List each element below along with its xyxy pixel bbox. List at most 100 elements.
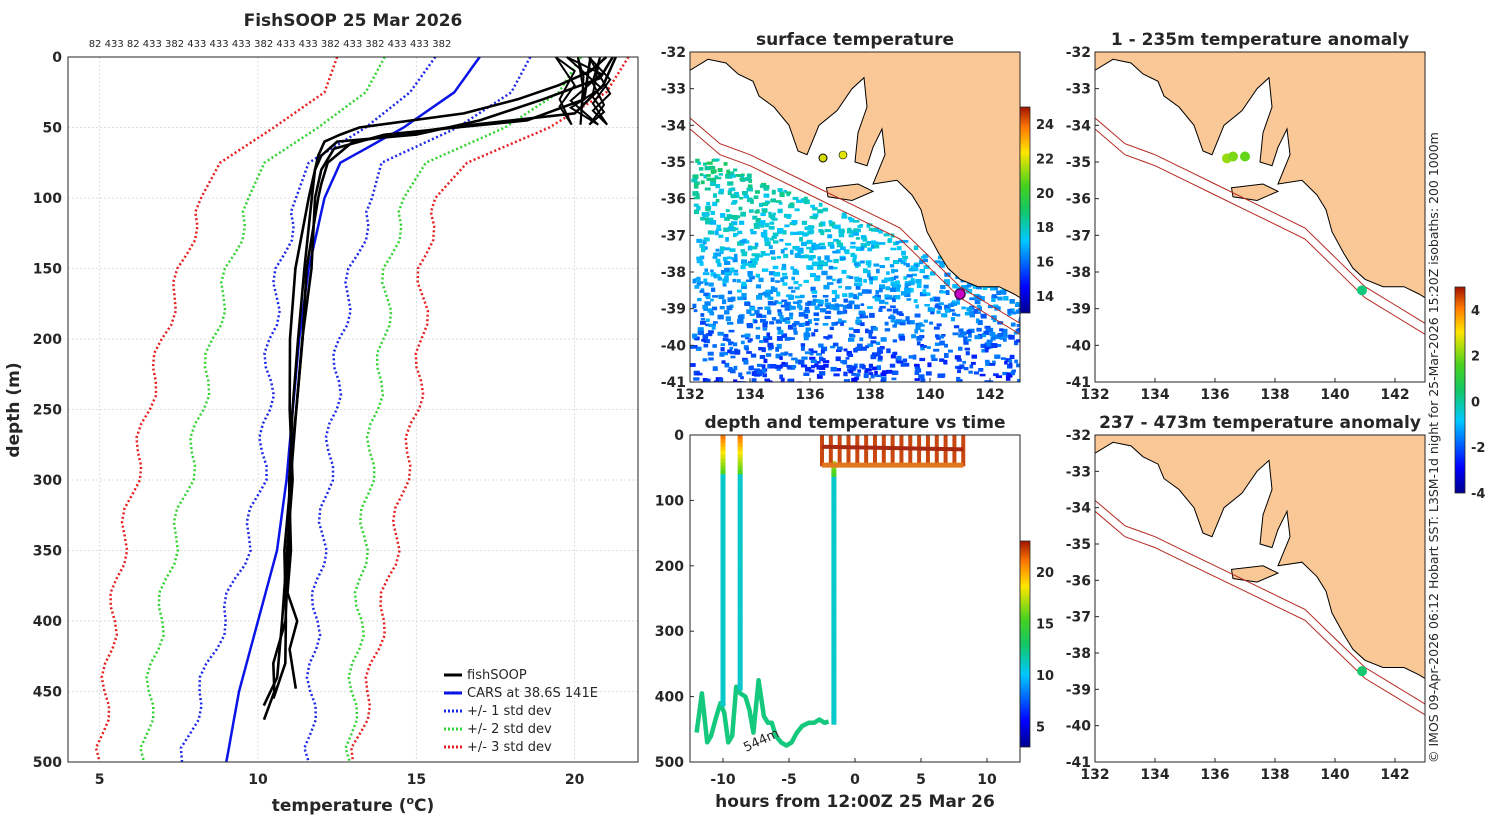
sst-pixel xyxy=(941,313,948,318)
sst-pixel xyxy=(732,257,738,263)
sst-pixel xyxy=(763,320,768,325)
sst-pixel xyxy=(809,215,814,219)
sst-pixel xyxy=(768,211,772,215)
sst-pixel xyxy=(691,178,698,183)
sst-pixel xyxy=(891,377,897,381)
anomaly-deep-frame xyxy=(1094,434,1426,763)
sst-pixel xyxy=(727,321,734,325)
sst-pixel xyxy=(1004,360,1008,365)
sst-pixel xyxy=(794,245,800,251)
sst-pixel xyxy=(812,298,817,302)
sst-pixel xyxy=(757,306,763,310)
sst-pixel xyxy=(798,312,805,317)
sst-pixel xyxy=(992,318,997,323)
sst-pixel xyxy=(989,363,995,366)
sst-pixel xyxy=(740,211,746,217)
sst-pixel xyxy=(730,194,737,198)
sst-pixel xyxy=(737,319,744,324)
sst-pixel xyxy=(703,174,708,179)
y-tick-label: 100 xyxy=(655,493,684,509)
sst-pixel xyxy=(742,191,748,196)
sst-pixel xyxy=(708,330,714,334)
isobath-1000m xyxy=(1095,510,1425,716)
sst-pixel xyxy=(906,320,911,325)
sst-pixel xyxy=(975,295,982,299)
sst-pixel xyxy=(791,220,798,225)
sst-probe-marker xyxy=(838,150,848,160)
sst-pixel xyxy=(824,298,829,303)
x-tick-label: 134 xyxy=(1140,387,1169,403)
sst-pixel xyxy=(747,339,752,343)
sst-pixel xyxy=(810,286,816,292)
sst-pixel xyxy=(780,249,785,254)
sst-pixel xyxy=(776,326,782,331)
sst-pixel xyxy=(774,300,779,304)
sst-pixel xyxy=(802,322,807,326)
sst-pixel xyxy=(781,299,788,303)
sst-pixel xyxy=(800,343,806,347)
sst-pixel xyxy=(787,324,794,330)
anomaly-point xyxy=(1357,666,1367,677)
sst-land xyxy=(690,52,1020,299)
surface-tow-line xyxy=(821,444,964,452)
profile-frame xyxy=(67,56,639,763)
sst-pixel xyxy=(715,198,720,203)
sst-pixel xyxy=(824,255,830,261)
sst-pixel xyxy=(890,305,896,308)
sst-pixel xyxy=(791,357,798,361)
sst-pixel xyxy=(733,365,738,371)
x-tick-label: 132 xyxy=(1080,767,1109,783)
sst-pixel xyxy=(873,263,880,267)
sst-pixel xyxy=(886,271,890,275)
sst-pixel xyxy=(934,342,940,346)
sst-pixel xyxy=(867,306,873,310)
sst-pixel xyxy=(809,249,814,253)
sst-pixel xyxy=(803,309,810,314)
sst-pixel xyxy=(777,188,783,193)
y-tick-label: 50 xyxy=(43,121,63,137)
sst-pixel xyxy=(834,224,841,230)
y-tick-label: -36 xyxy=(1066,573,1091,589)
sst-pixel xyxy=(767,309,772,315)
sst-pixel xyxy=(965,351,970,356)
x-tick-label: 136 xyxy=(1200,767,1229,783)
depth-time-traces xyxy=(694,435,966,748)
sst-pixel xyxy=(796,199,803,203)
sst-pixel xyxy=(716,224,721,228)
sst-pixel xyxy=(719,306,725,310)
sst-pixel xyxy=(984,325,991,329)
sst-pixel xyxy=(820,230,825,236)
sst-pixel xyxy=(826,275,833,280)
sst-pixel xyxy=(741,251,748,257)
sst-pixel xyxy=(956,366,963,370)
sst-pixel xyxy=(749,228,754,232)
sst-pixel xyxy=(800,346,805,351)
sst-pixel xyxy=(834,321,838,326)
sst-pixel xyxy=(989,380,994,382)
sst-pixel xyxy=(846,228,853,234)
sst-pixel xyxy=(842,359,848,365)
sst-pixel xyxy=(706,201,711,206)
sst-pixel xyxy=(874,370,878,376)
sst-pixel xyxy=(790,337,795,341)
sst-pixel xyxy=(725,173,730,179)
depth-time-title: depth and temperature vs time xyxy=(705,413,1006,433)
colorbar-tick-label: 0 xyxy=(1471,395,1480,410)
sst-pixel xyxy=(923,319,928,323)
sst-pixel xyxy=(808,348,814,351)
sst-pixel xyxy=(913,264,919,268)
isobath-200m xyxy=(690,117,1020,324)
sst-pixel xyxy=(878,229,883,234)
sst-pixel xyxy=(703,278,708,283)
sst-pixel xyxy=(894,275,899,279)
sst-pixel xyxy=(717,314,724,320)
sst-pixel xyxy=(798,359,805,365)
sst-pixel xyxy=(705,207,710,212)
sst-pixel xyxy=(792,246,797,250)
fishsoop-surface-cast-line xyxy=(576,56,585,125)
x-tick-label: -5 xyxy=(781,772,797,788)
sst-pixel xyxy=(692,333,698,339)
sst-pixel xyxy=(810,273,816,278)
sst-pixel xyxy=(1008,362,1013,368)
sst-pixel xyxy=(700,180,705,185)
